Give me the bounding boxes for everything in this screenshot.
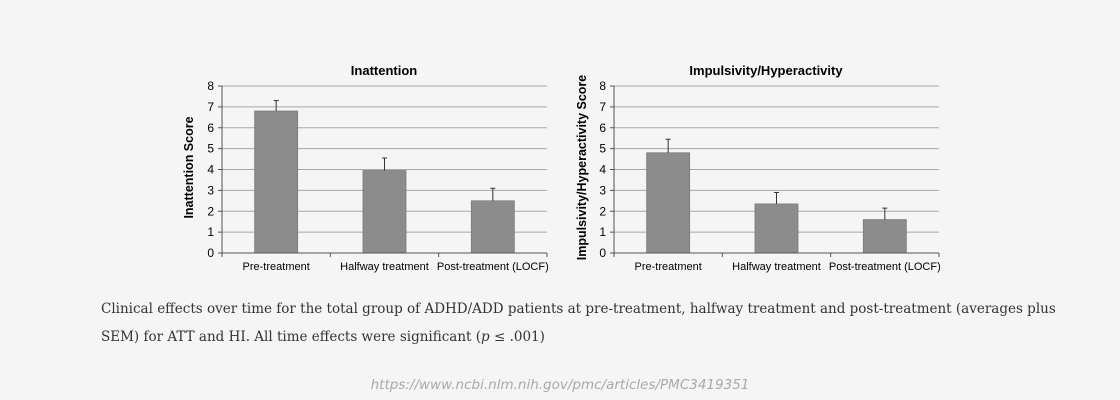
y-tick-label: 2 [207,204,214,218]
y-axis-label: Impulsivity/Hyperactivity Score [575,75,589,261]
x-tick-label: Pre-treatment [243,261,310,273]
y-tick-label: 5 [207,142,214,156]
y-tick-label: 3 [207,183,214,197]
caption-text-before: Clinical effects over time for the total… [101,301,1056,345]
y-tick-label: 4 [207,163,214,177]
bar [754,203,799,254]
y-axis-label: Inattention Score [182,116,196,218]
chart-title: Inattention [351,63,417,78]
y-tick-label: 2 [599,204,606,218]
figure-caption: Clinical effects over time for the total… [101,295,1061,351]
y-tick-label: 8 [207,79,214,93]
y-tick-label: 3 [599,183,606,197]
x-tick-label: Halfway treatment [732,261,821,273]
y-tick-label: 0 [207,246,214,260]
x-tick-label: Post-treatment (LOCF) [437,261,549,273]
y-tick-label: 4 [599,163,606,177]
x-tick-label: Halfway treatment [340,261,429,273]
y-tick-label: 7 [207,100,214,114]
bar [470,200,515,254]
chart-inattention: 0 1 2 3 4 5 6 7 8 Pre-treatment Halfway treatment P… [182,63,549,273]
bar [254,110,299,254]
y-tick-label: 0 [599,246,606,260]
bar [862,219,907,254]
y-tick-label: 5 [599,142,606,156]
chart-impulsivity-hyperactivity: 0 1 2 3 4 5 6 7 8 Pre-treatment Halfway treatment P… [575,63,941,273]
bar [646,152,691,254]
source-url: https://www.ncbi.nlm.nih.gov/pmc/article… [370,377,750,393]
y-tick-label: 1 [599,225,606,239]
caption-p-italic: p [481,329,490,345]
caption-text-after: ≤ .001) [489,329,545,345]
y-tick-label: 1 [207,225,214,239]
y-tick-label: 7 [599,100,606,114]
x-tick-label: Post-treatment (LOCF) [829,261,941,273]
chart-panel: 0 1 2 3 4 5 6 7 8 Pre-treatment Halfway treatment P… [182,63,941,273]
y-tick-label: 6 [207,121,214,135]
x-tick-label: Pre-treatment [635,261,702,273]
bar [362,170,407,254]
charts-figure: 0 1 2 3 4 5 6 7 8 Pre-treatment Halfway treatment P… [182,63,941,273]
chart-title: Impulsivity/Hyperactivity [689,63,843,78]
y-tick-label: 6 [599,121,606,135]
y-tick-label: 8 [599,79,606,93]
